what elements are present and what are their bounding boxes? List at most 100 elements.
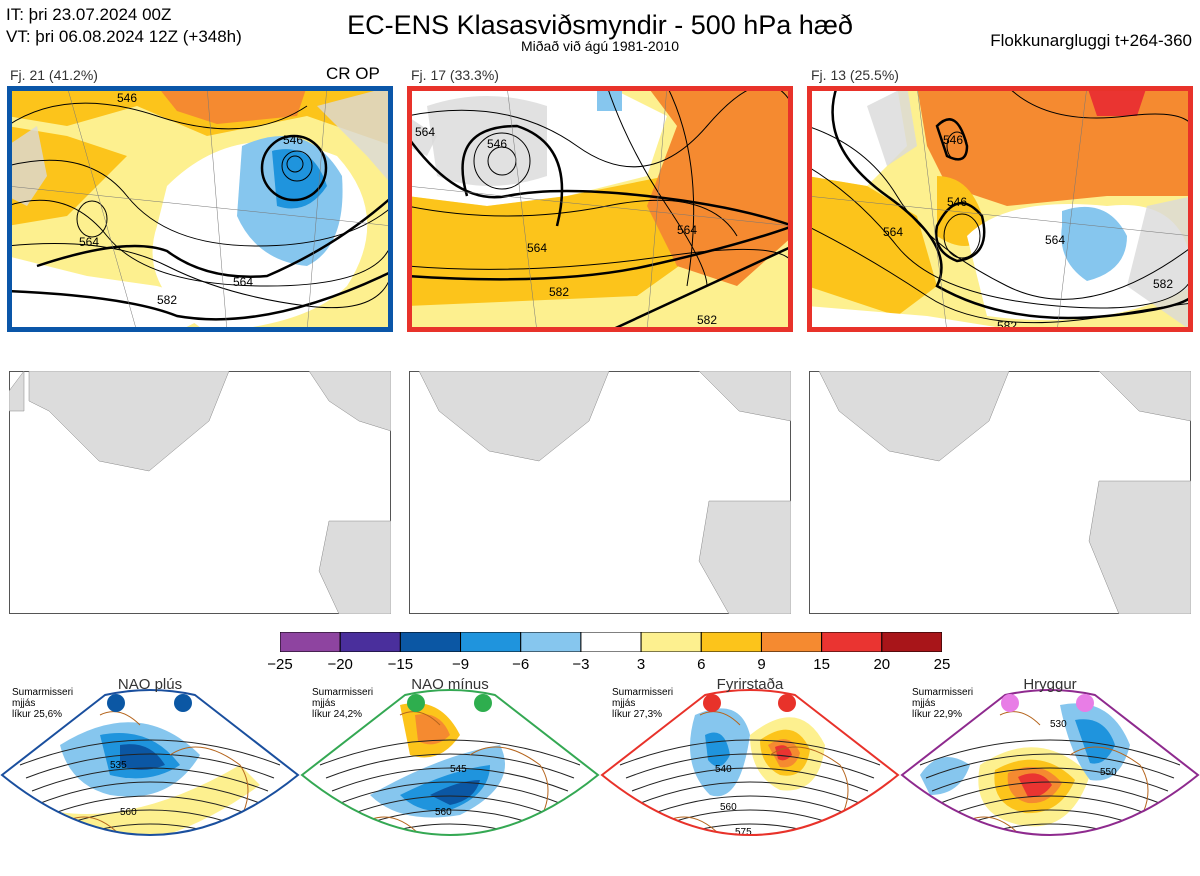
colorbar-swatch	[279, 631, 341, 653]
regime-marker-dot	[407, 694, 425, 712]
base-map-3	[809, 371, 1191, 614]
regime-marker-dot	[1076, 694, 1094, 712]
cluster-2-label: Fj. 17 (33.3%)	[411, 67, 499, 83]
base-map-1	[9, 371, 391, 614]
cluster-1-label: Fj. 21 (41.2%)	[10, 67, 98, 83]
regime-border	[600, 689, 900, 836]
regime-smoothing: mjjás	[612, 698, 636, 709]
regime-title: NAO mínus	[411, 676, 489, 693]
colorbar-swatch	[821, 631, 883, 653]
regime-season: Sumarmisseri	[312, 687, 374, 698]
regime-contour-label: 545	[450, 764, 467, 775]
cluster-1-map: 546 564 582 564 546	[7, 86, 393, 332]
regime-season: Sumarmisseri	[612, 687, 674, 698]
colorbar-tick-label: −9	[451, 656, 470, 673]
regime-contour-label: 535	[110, 760, 127, 771]
regime-panel: 530 550 575 Hryggur Sumarmisseri mjjás líkur 2…	[900, 675, 1200, 871]
colorbar-tick-label: 9	[757, 656, 766, 673]
colorbar-swatch	[580, 631, 642, 653]
cluster-2-contour-label: 546	[487, 137, 507, 151]
regime-contour-label: 540	[715, 764, 732, 775]
regime-contour-label: 530	[1050, 719, 1067, 730]
cluster-2-map: 546 564 582 564 564 582	[407, 86, 793, 332]
cluster-3-contour-label: 546	[943, 133, 963, 147]
colorbar-swatch	[700, 631, 762, 653]
header-times: IT: þri 23.07.2024 00Z VT: þri 06.08.202…	[6, 4, 242, 48]
cluster-2-contour-label: 582	[549, 285, 569, 299]
colorbar-tick-label: −3	[572, 656, 590, 673]
regime-marker-dot	[1001, 694, 1019, 712]
regime-probability: líkur 27,3%	[612, 709, 663, 720]
cluster-3-contour-label: 582	[1153, 277, 1173, 291]
colorbar-tick-label: 6	[697, 656, 706, 673]
colorbar-swatch	[520, 631, 582, 653]
regime-marker-dot	[107, 694, 125, 712]
cluster-1-border	[7, 86, 393, 332]
colorbar-tick-label: −20	[327, 656, 353, 673]
base-map-2	[409, 371, 791, 614]
regime-map: 530 550 575	[900, 689, 1200, 840]
colorbar-swatch	[640, 631, 702, 653]
colorbar-ticks: −25 −20 −15 −9 −6 −3 3 6 9 15 20 25	[267, 656, 950, 676]
regime-border	[0, 689, 300, 836]
cluster-1-contour-label: 546	[283, 133, 303, 147]
cluster-1-contour-label: 582	[157, 293, 177, 307]
colorbar-swatch	[339, 631, 401, 653]
page-title: EC-ENS Klasasviðsmyndir - 500 hPa hæð	[347, 10, 853, 40]
regime-probability: líkur 25,6%	[12, 709, 63, 720]
cluster-3-contour-label: 564	[883, 225, 903, 239]
regime-info: Sumarmisseri mjjás líkur 25,6%	[12, 687, 73, 720]
cluster-3-border	[807, 86, 1193, 332]
colorbar-swatch	[760, 631, 823, 653]
regime-info: Sumarmisseri mjjás líkur 24,2%	[312, 687, 373, 720]
colorbar	[279, 631, 943, 653]
colorbar-swatches	[279, 631, 943, 653]
valid-time: VT: þri 06.08.2024 12Z (+348h)	[6, 27, 242, 46]
colorbar-swatch	[881, 631, 943, 653]
regime-smoothing: mjjás	[12, 698, 36, 709]
regime-info: Sumarmisseri mjjás líkur 27,3%	[612, 687, 673, 720]
regime-border	[900, 689, 1200, 836]
colorbar-tick-label: −6	[512, 656, 530, 673]
cluster-3-label: Fj. 13 (25.5%)	[811, 67, 899, 83]
regime-panel: 545 560 575 NAO mínus Sumarmisseri mjjás líkur…	[300, 675, 600, 871]
colorbar-tick-label: 20	[873, 656, 891, 673]
regime-panel: 540 560 575 Fyrirstaða Sumarmisseri mjjás líku…	[600, 675, 900, 871]
regime-contour-label: 560	[720, 802, 737, 813]
regime-title: NAO plús	[117, 676, 183, 693]
regime-marker-dot	[778, 694, 796, 712]
colorbar-swatch	[399, 631, 462, 653]
regime-panel: 535 560 NAO plús Sumarmisseri mjjás líkur 25,…	[0, 675, 300, 871]
cluster-3-map: 546 564 546 564 582 582	[807, 86, 1193, 332]
cluster-1-contour-label: 546	[117, 91, 137, 105]
regime-marker-dot	[474, 694, 492, 712]
cluster-1-contour-label: 564	[233, 275, 253, 289]
colorbar-tick-label: 25	[933, 656, 951, 673]
regime-marker-dot	[174, 694, 192, 712]
regime-contour-label: 575	[1095, 829, 1112, 840]
cluster-1-tag: CR OP	[326, 64, 380, 83]
regime-smoothing: mjjás	[912, 698, 936, 709]
regime-season: Sumarmisseri	[912, 687, 974, 698]
regime-info: Sumarmisseri mjjás líkur 22,9%	[912, 687, 973, 720]
regime-probability: líkur 22,9%	[912, 709, 963, 720]
cluster-1-contour-label: 564	[79, 235, 99, 249]
regime-contour-label: 550	[1100, 767, 1117, 778]
colorbar-tick-label: 3	[636, 656, 646, 673]
regime-season: Sumarmisseri	[12, 687, 74, 698]
regime-map: 540 560 575	[600, 689, 900, 838]
colorbar-swatch	[460, 631, 522, 653]
colorbar-tick-label: −25	[267, 656, 293, 673]
regime-border	[300, 689, 600, 836]
cluster-2-border	[407, 86, 793, 332]
regime-contour-label: 575	[445, 842, 462, 853]
initial-time: IT: þri 23.07.2024 00Z	[6, 5, 172, 24]
regime-marker-dot	[703, 694, 721, 712]
regime-smoothing: mjjás	[312, 698, 336, 709]
cluster-window: Flokkunargluggi t+264-360	[990, 31, 1192, 50]
regime-contour-label: 575	[735, 827, 752, 838]
regime-title: Hryggur	[1023, 676, 1077, 693]
page-subtitle: Miðað við ágú 1981-2010	[520, 38, 679, 54]
regime-probability: líkur 24,2%	[312, 709, 363, 720]
regime-map: 545 560 575	[300, 689, 600, 853]
